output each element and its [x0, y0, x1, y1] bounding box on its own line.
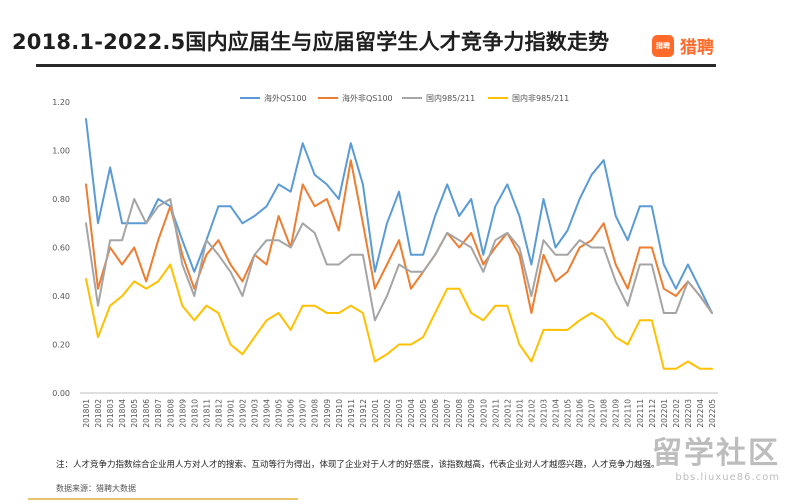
x-tick-label: 201908 — [311, 399, 320, 428]
x-tick-label: 202106 — [576, 399, 585, 428]
series-line-3 — [85, 263, 713, 370]
x-tick-label: 201901 — [226, 399, 235, 428]
x-tick-label: 202107 — [588, 399, 597, 428]
x-tick-label: 202007 — [443, 399, 452, 428]
x-tick-label: 201912 — [359, 399, 368, 428]
x-tick-label: 202204 — [696, 399, 705, 428]
x-tick-label: 201806 — [142, 399, 151, 428]
x-tick-label: 201807 — [154, 399, 163, 428]
legend-label: 国内985/211 — [426, 93, 475, 103]
x-tick-label: 202009 — [467, 399, 476, 428]
x-tick-label: 201902 — [239, 399, 248, 428]
brand: 猎聘 猎聘 — [652, 33, 714, 58]
y-tick-label: 1.20 — [52, 98, 70, 107]
x-tick-label: 202001 — [371, 399, 380, 428]
footnote: 注：人才竞争力指数综合企业用人方对人才的搜索、互动等行为得出，体现了企业对于人才… — [56, 460, 660, 470]
x-tick-label: 202111 — [636, 399, 645, 428]
x-tick-label: 201905 — [275, 399, 284, 428]
series-line-2 — [85, 198, 713, 322]
line-chart: 0.000.200.400.600.801.001.20 201801 20180… — [52, 93, 718, 428]
x-tick-label: 202004 — [407, 399, 416, 428]
legend-label: 海外QS100 — [264, 93, 307, 103]
y-tick-label: 0.40 — [52, 292, 70, 301]
x-tick-label: 201809 — [178, 399, 187, 428]
y-tick-label: 0.60 — [52, 244, 70, 253]
chart-title: 2018.1-2022.5国内应届生与应届留学生人才竞争力指数走势 — [12, 30, 610, 54]
x-tick-label: 201803 — [106, 399, 115, 428]
x-tick-label: 202203 — [684, 399, 693, 428]
legend: 海外QS100 海外非QS100 国内985/211 国内非985/211 — [240, 93, 569, 103]
x-tick-label: 201812 — [214, 399, 223, 428]
y-tick-label: 0.80 — [52, 195, 70, 204]
x-tick-label: 202003 — [395, 399, 404, 428]
x-tick-label: 202201 — [660, 399, 669, 428]
x-tick-label: 201804 — [118, 399, 127, 428]
bottom-accent-line — [28, 498, 298, 500]
x-tick-label: 202005 — [419, 399, 428, 428]
x-tick-label: 202010 — [479, 399, 488, 428]
brand-logo-icon: 猎聘 — [652, 34, 674, 57]
x-tick-label: 201907 — [299, 399, 308, 428]
x-tick-label: 201904 — [263, 399, 272, 428]
x-tick-label: 202112 — [648, 399, 657, 428]
y-axis: 0.00 0.20 0.40 0.60 0.80 1.00 1.20 — [52, 98, 70, 398]
y-tick-label: 0.00 — [52, 389, 70, 398]
brand-name: 猎聘 — [680, 38, 714, 58]
x-tick-label: 202110 — [624, 399, 633, 428]
x-tick-label: 202205 — [708, 399, 717, 428]
x-tick-label: 202109 — [612, 399, 621, 428]
x-tick-label: 202011 — [491, 399, 500, 428]
x-tick-label: 201903 — [251, 399, 260, 428]
x-tick-label: 202002 — [383, 399, 392, 428]
y-tick-label: 1.00 — [52, 147, 70, 156]
x-tick-label: 201910 — [335, 399, 344, 428]
title-underline — [36, 64, 716, 67]
x-tick-label: 202101 — [515, 399, 524, 428]
legend-label: 海外非QS100 — [342, 93, 393, 103]
series-line-0 — [85, 118, 713, 314]
x-tick-label: 202104 — [552, 399, 561, 428]
x-tick-label: 201911 — [347, 399, 356, 428]
watermark-sub: bbs.liuxue86.com — [675, 472, 780, 483]
x-tick-label: 202102 — [527, 399, 536, 428]
x-tick-label: 202012 — [503, 399, 512, 428]
x-tick-label: 201810 — [190, 399, 199, 428]
series-line-1 — [85, 159, 713, 314]
series-lines — [85, 118, 713, 370]
x-tick-label: 202103 — [539, 399, 548, 428]
legend-label: 国内非985/211 — [512, 93, 569, 103]
x-tick-label: 202008 — [455, 399, 464, 428]
x-tick-label: 201808 — [166, 399, 175, 428]
x-tick-label: 201909 — [323, 399, 332, 428]
data-source: 数据来源：猎聘大数据 — [56, 484, 136, 493]
x-tick-label: 201802 — [94, 399, 103, 428]
x-tick-label: 201805 — [130, 399, 139, 428]
x-tick-label: 202006 — [431, 399, 440, 428]
x-tick-label: 202108 — [600, 399, 609, 428]
x-tick-label: 201811 — [202, 399, 211, 428]
x-tick-label: 201906 — [287, 399, 296, 428]
x-tick-label: 201801 — [82, 399, 91, 428]
x-tick-label: 202105 — [564, 399, 573, 428]
y-tick-label: 0.20 — [52, 341, 70, 350]
x-axis: 201801 201802 201803 201804 201805 201806 2018… — [80, 392, 718, 428]
x-tick-label: 202202 — [672, 399, 681, 428]
